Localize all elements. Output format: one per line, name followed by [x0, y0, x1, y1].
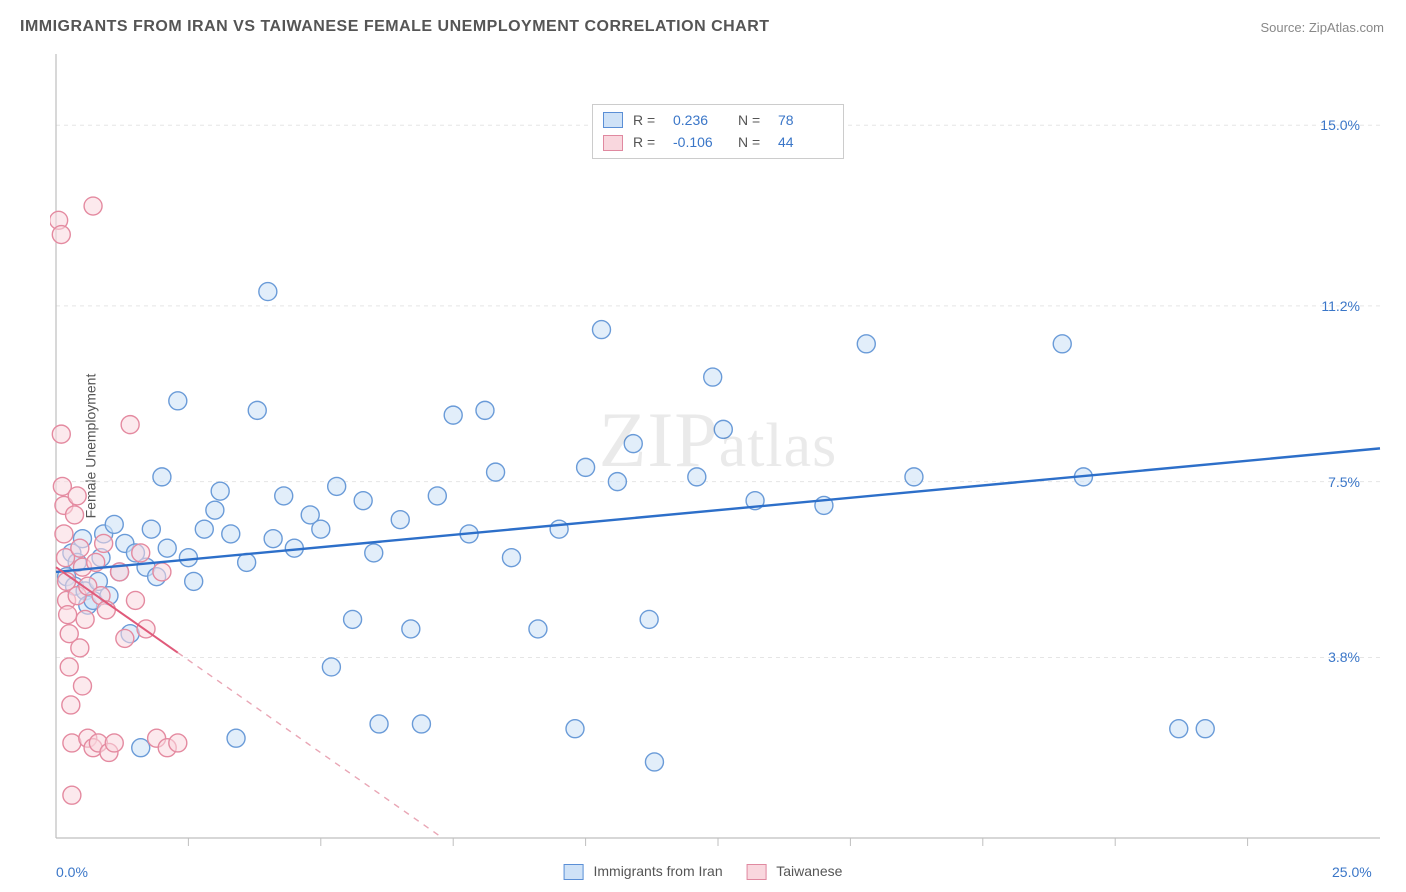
series-legend: Immigrants from Iran Taiwanese [564, 863, 843, 880]
legend-r-value: 0.236 [673, 109, 728, 131]
swatch-pink-icon [603, 135, 623, 151]
x-tick-label: 25.0% [1332, 864, 1372, 880]
y-tick-label: 15.0% [1320, 117, 1360, 133]
legend-item: Taiwanese [747, 863, 843, 880]
y-tick-label: 3.8% [1328, 649, 1360, 665]
source-attribution: Source: ZipAtlas.com [1260, 20, 1384, 35]
correlation-legend: R = 0.236 N = 78 R = -0.106 N = 44 [592, 104, 844, 159]
swatch-pink-icon [747, 864, 767, 880]
legend-n-value: 44 [778, 131, 833, 153]
y-tick-label: 11.2% [1321, 298, 1360, 314]
legend-row: R = -0.106 N = 44 [603, 131, 833, 153]
swatch-blue-icon [603, 112, 623, 128]
scatter-chart [50, 50, 1386, 862]
x-tick-label: 0.0% [56, 864, 88, 880]
legend-r-value: -0.106 [673, 131, 728, 153]
legend-label: Immigrants from Iran [593, 863, 722, 879]
chart-title: IMMIGRANTS FROM IRAN VS TAIWANESE FEMALE… [20, 18, 770, 36]
legend-r-label: R = [633, 109, 663, 131]
legend-r-label: R = [633, 131, 663, 153]
legend-n-label: N = [738, 131, 768, 153]
legend-item: Immigrants from Iran [564, 863, 723, 880]
legend-label: Taiwanese [776, 863, 842, 879]
plot-container: ZIPatlas R = 0.236 N = 78 R = -0.106 N =… [50, 50, 1386, 862]
legend-n-value: 78 [778, 109, 833, 131]
legend-row: R = 0.236 N = 78 [603, 109, 833, 131]
y-tick-label: 7.5% [1328, 474, 1360, 490]
swatch-blue-icon [564, 864, 584, 880]
legend-n-label: N = [738, 109, 768, 131]
